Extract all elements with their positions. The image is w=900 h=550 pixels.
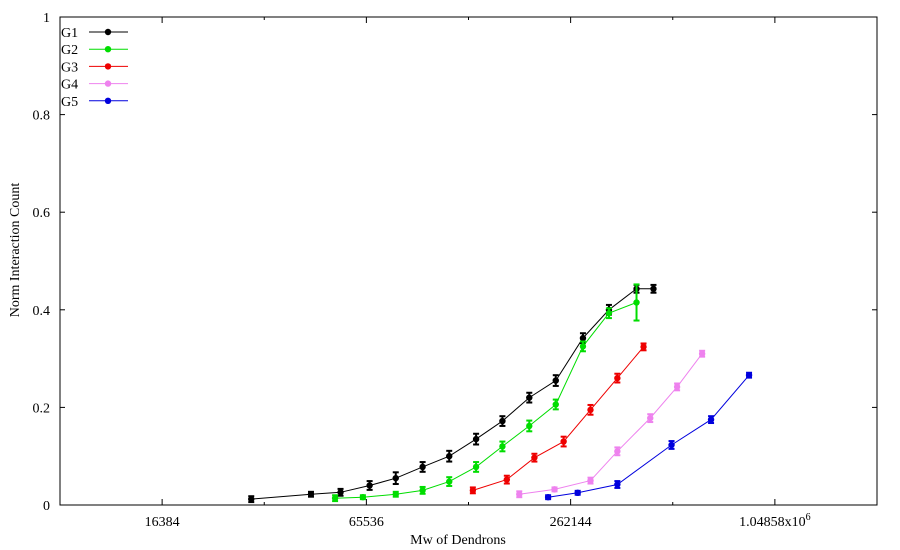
data-point (579, 343, 587, 350)
data-point (392, 491, 399, 498)
legend-marker (104, 28, 112, 36)
x-tick-label-main: 262144 (550, 515, 592, 530)
data-point (499, 417, 506, 425)
x-tick-label: 1.04858x106 (739, 512, 811, 530)
legend-item-G3: G3 (61, 60, 128, 75)
data-point (698, 350, 706, 357)
x-tick-label-exponent: 6 (806, 512, 811, 523)
data-point (472, 463, 480, 471)
data-point (446, 478, 453, 485)
series-line (335, 302, 637, 499)
series-layer (248, 283, 753, 504)
data-point (359, 493, 367, 501)
legend-marker (104, 80, 112, 87)
y-tick-label: 0.8 (33, 109, 51, 124)
series-G4 (516, 349, 706, 499)
x-tick-label-main: 16384 (145, 515, 180, 530)
data-point (551, 486, 558, 493)
data-point (307, 491, 315, 498)
legend-label: G5 (61, 95, 78, 110)
data-point (248, 495, 255, 503)
data-point (503, 476, 511, 483)
data-point (574, 489, 581, 496)
x-tick-label-main: 1.04858x10 (739, 515, 806, 530)
series-line (251, 288, 654, 500)
data-point (650, 285, 657, 293)
legend-marker (104, 63, 112, 70)
legend-marker (104, 97, 112, 105)
data-point (544, 493, 552, 501)
y-tick-label: 0.6 (33, 206, 51, 221)
data-point (633, 299, 640, 306)
legend: G1 G2 G3 G4 G5 (61, 26, 128, 110)
series-G5 (544, 371, 753, 501)
data-point (647, 414, 654, 422)
series-line (519, 353, 703, 495)
data-point (419, 487, 426, 494)
data-point (668, 441, 675, 449)
y-tick-label: 0.2 (33, 401, 51, 416)
data-point (673, 383, 681, 391)
data-point (587, 406, 594, 414)
legend-label: G2 (61, 43, 78, 58)
y-tick-label: 0 (43, 499, 50, 514)
data-point (366, 482, 373, 489)
data-point (526, 394, 533, 401)
legend-item-G2: G2 (61, 43, 128, 58)
data-point (552, 377, 559, 384)
data-point (392, 474, 399, 482)
x-tick-label: 262144 (550, 515, 592, 530)
series-line (472, 346, 644, 491)
legend-label: G1 (61, 26, 78, 41)
data-point (605, 310, 613, 317)
x-tick-label: 65536 (349, 515, 384, 530)
series-G1 (248, 283, 657, 504)
data-point (640, 343, 647, 351)
x-axis-label: Mw of Dendrons (410, 533, 506, 548)
data-point (560, 438, 567, 445)
data-point (446, 453, 453, 460)
data-point (469, 487, 477, 494)
y-axis-ticks: 0 0.2 0.4 0.6 0.8 1 (33, 11, 877, 514)
data-point (419, 463, 426, 471)
x-tick-label: 16384 (145, 515, 180, 530)
data-point (337, 489, 344, 496)
data-point (526, 422, 533, 430)
y-axis-label: Norm Interaction Count (8, 183, 23, 318)
y-tick-label: 0.4 (33, 304, 51, 319)
data-point (516, 491, 523, 498)
data-point (331, 494, 339, 502)
legend-marker (104, 46, 112, 53)
legend-label: G3 (61, 60, 78, 75)
data-point (614, 374, 621, 382)
legend-item-G5: G5 (61, 95, 128, 110)
data-point (499, 443, 506, 450)
data-point (614, 481, 621, 488)
data-point (745, 371, 753, 379)
x-tick-label-main: 65536 (349, 515, 384, 530)
legend-label: G4 (61, 78, 78, 93)
x-axis-ticks: 16384 65536 262144 1.04858x106 (59, 17, 878, 530)
data-point (579, 334, 587, 342)
y-tick-label: 1 (43, 11, 50, 26)
legend-item-G4: G4 (61, 78, 128, 93)
legend-item-G1: G1 (61, 26, 128, 41)
series-G3 (469, 342, 647, 495)
data-point (587, 477, 594, 484)
data-point (552, 401, 559, 408)
data-point (531, 454, 538, 461)
data-point (472, 435, 480, 443)
data-point (614, 448, 621, 455)
series-line (548, 374, 750, 498)
plot-frame (59, 16, 878, 506)
series-G2 (331, 283, 640, 503)
data-point (707, 416, 715, 423)
